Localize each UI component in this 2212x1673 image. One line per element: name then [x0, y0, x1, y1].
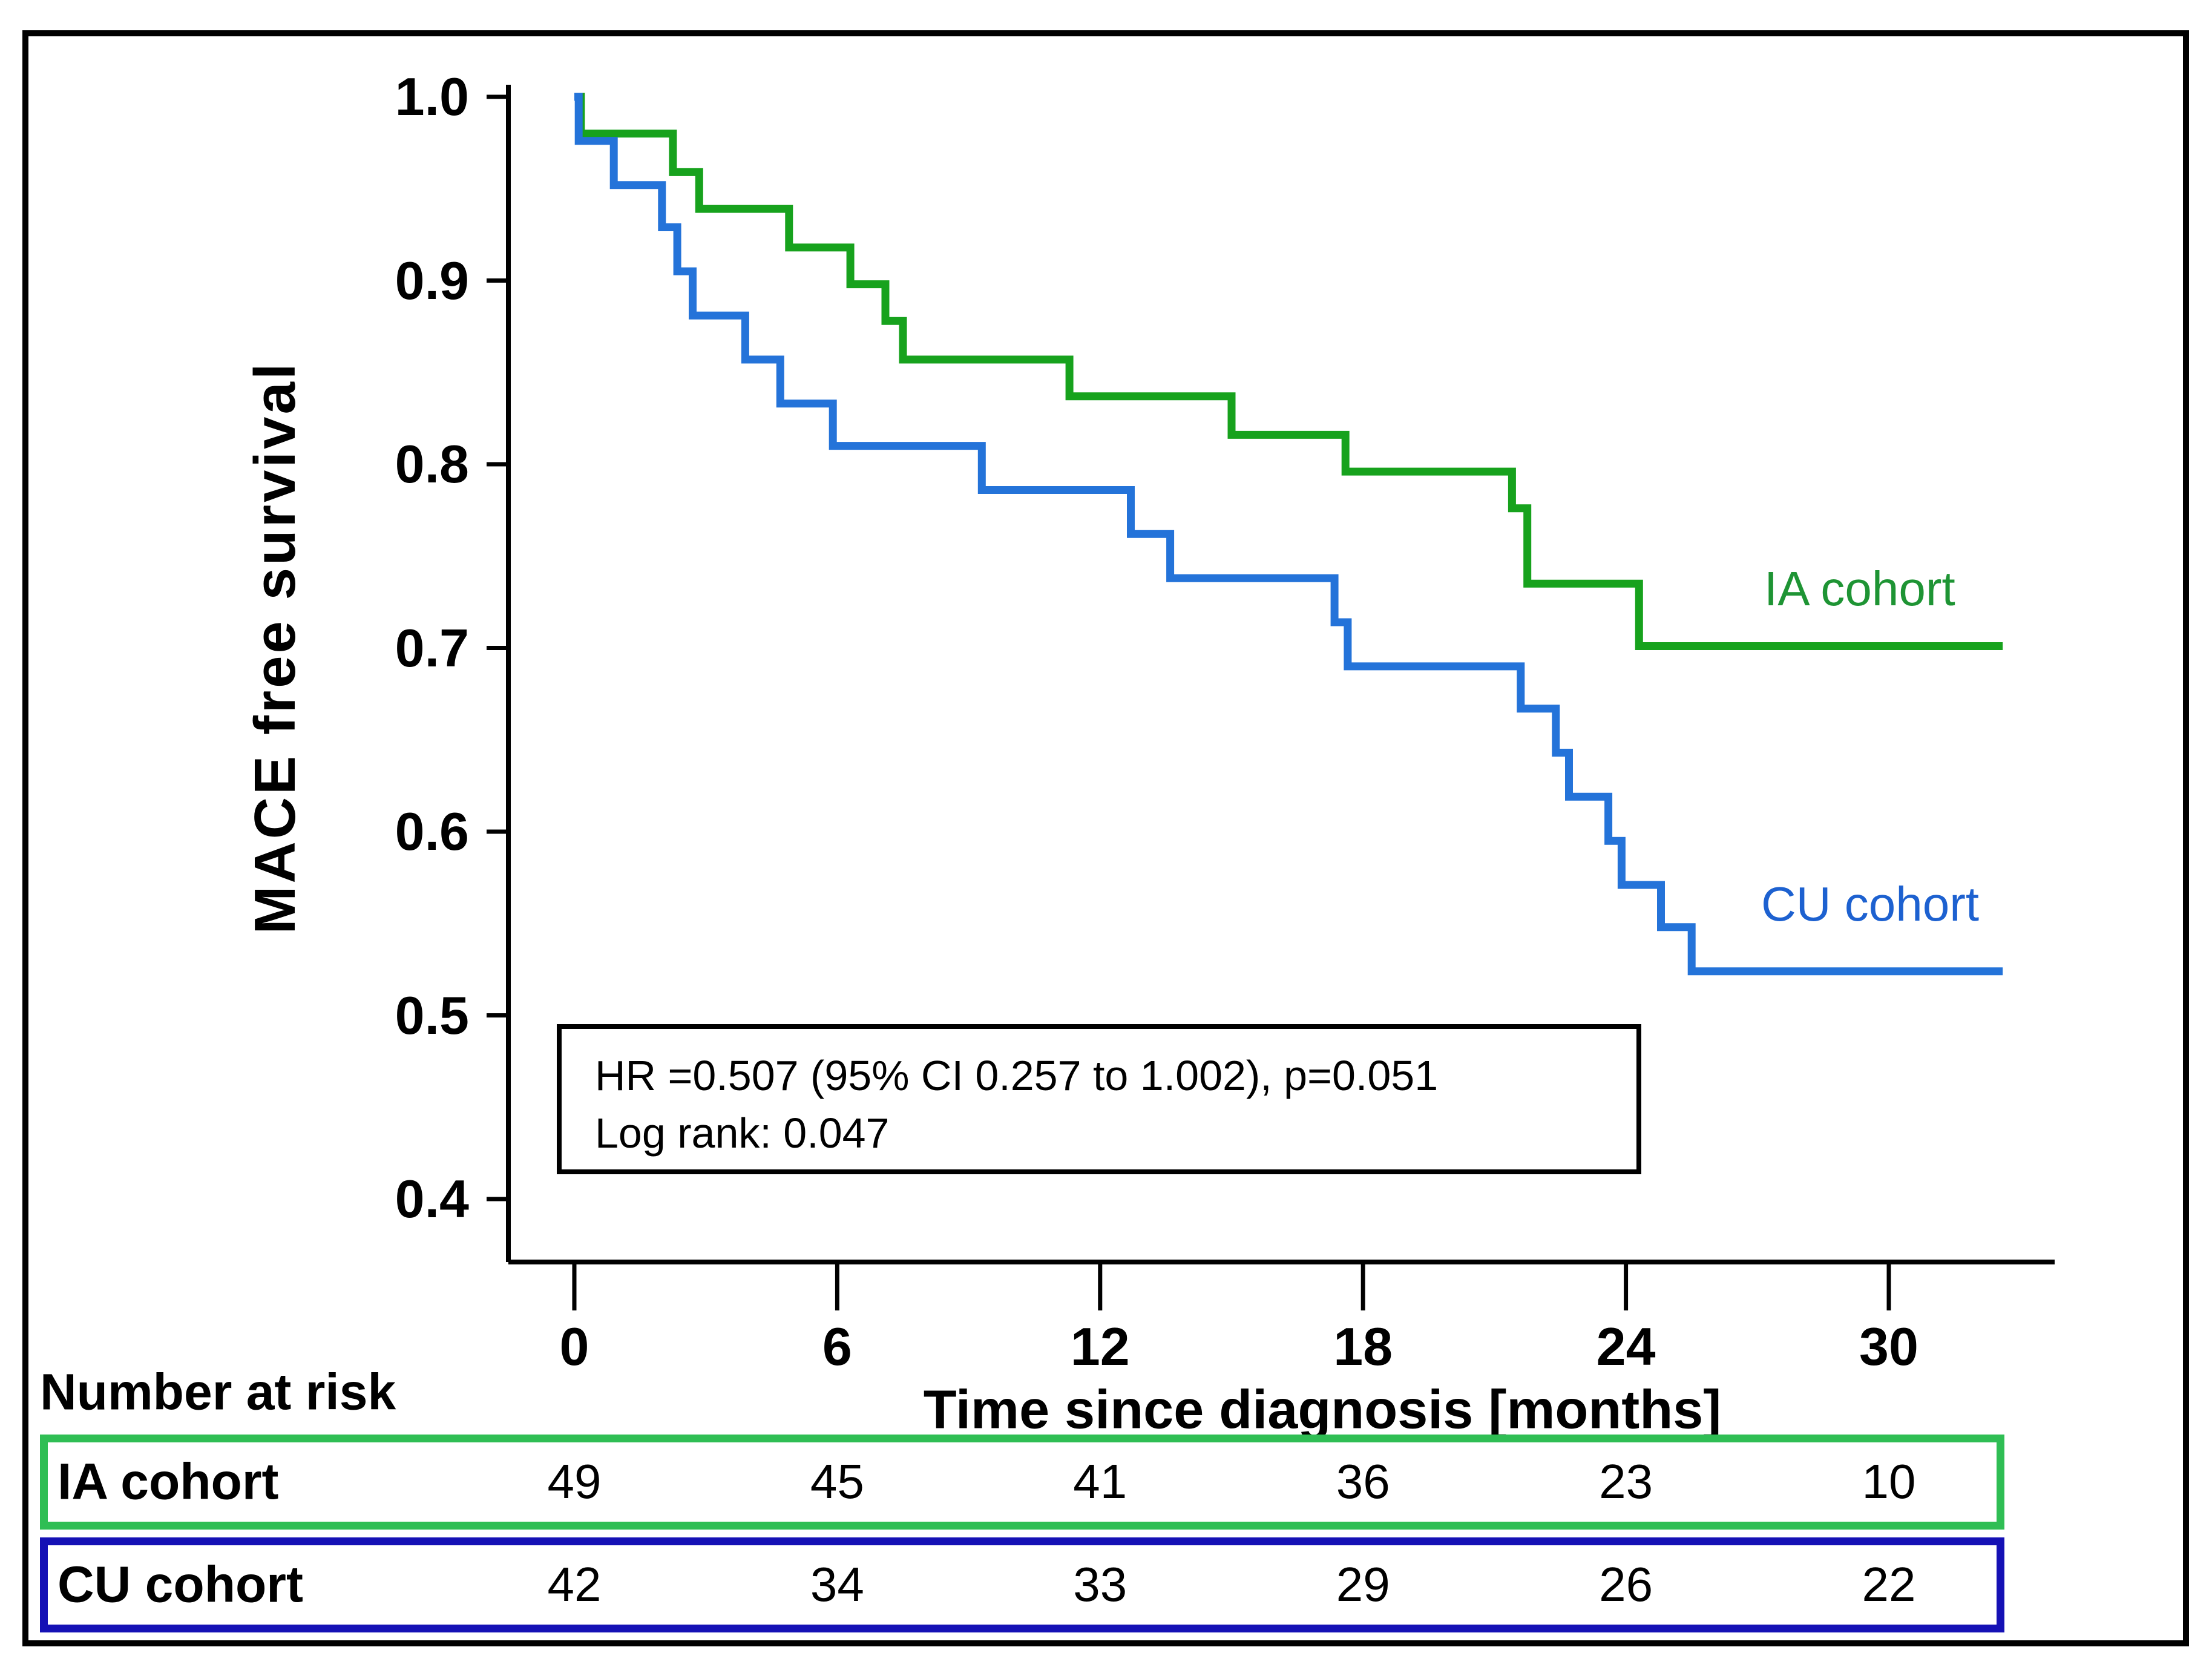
y-tick-label: 0.9: [395, 250, 469, 311]
figure-outer-border: [22, 30, 2189, 1646]
x-tick-label: 0: [559, 1316, 589, 1376]
cu-at-risk-value: 33: [1073, 1557, 1127, 1611]
cu-risk-row-label: CU cohort: [57, 1556, 303, 1613]
y-tick-label: 0.6: [395, 801, 469, 861]
ia-at-risk-value: 41: [1073, 1454, 1127, 1508]
x-tick-label: 24: [1596, 1316, 1656, 1376]
cu-at-risk-value: 22: [1862, 1557, 1916, 1611]
cu-at-risk-value: 29: [1336, 1557, 1390, 1611]
ia-at-risk-value: 49: [547, 1454, 602, 1508]
y-tick-label: 1.0: [395, 67, 469, 127]
ia-at-risk-value: 36: [1336, 1454, 1390, 1508]
cu-at-risk-value: 26: [1599, 1557, 1653, 1611]
ia-at-risk-value: 45: [810, 1454, 864, 1508]
ia-at-risk-value: 10: [1862, 1454, 1916, 1508]
hazard-ratio-text: HR =0.507 (95% CI 0.257 to 1.002), p=0.0…: [595, 1052, 1439, 1099]
x-axis-title: Time since diagnosis [months]: [923, 1379, 1722, 1441]
y-axis-title: MACE free survival: [243, 361, 307, 935]
cu-at-risk-value: 42: [547, 1557, 602, 1611]
x-tick-label: 18: [1333, 1316, 1393, 1376]
x-tick-label: 12: [1070, 1316, 1130, 1376]
ia-survival-step-line: [574, 93, 2003, 650]
cu-survival-step-line: [574, 93, 2003, 976]
cu-at-risk-value: 34: [810, 1557, 864, 1611]
ia-risk-row-box: [40, 1435, 2004, 1530]
x-tick-label: 30: [1859, 1316, 1918, 1376]
ia-at-risk-value: 23: [1599, 1454, 1653, 1508]
ia-risk-row-label: IA cohort: [57, 1453, 279, 1510]
cu-risk-row-box: [40, 1537, 2004, 1632]
y-tick-label: 0.8: [395, 434, 469, 494]
y-tick-label: 0.4: [395, 1169, 469, 1229]
x-tick-label: 6: [822, 1316, 852, 1376]
ia-cohort-curve-label: IA cohort: [1764, 562, 1955, 616]
cu-cohort-curve-label: CU cohort: [1761, 877, 1980, 931]
log-rank-text: Log rank: 0.047: [595, 1109, 890, 1157]
stats-annotation-box: HR =0.507 (95% CI 0.257 to 1.002), p=0.0…: [557, 1024, 1641, 1174]
y-tick-label: 0.5: [395, 985, 469, 1045]
y-tick-label: 0.7: [395, 617, 469, 678]
number-at-risk-heading: Number at risk: [40, 1363, 396, 1421]
